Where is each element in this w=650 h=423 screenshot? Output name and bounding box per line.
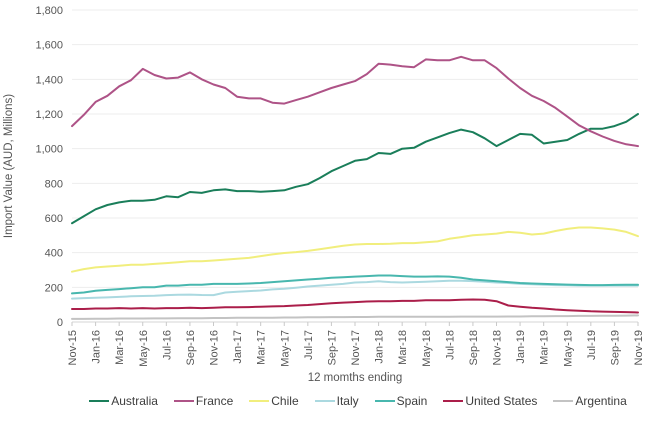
legend-swatch-chile — [249, 400, 270, 402]
y-tick-label: 1,800 — [35, 5, 63, 17]
legend-label: Argentina — [575, 394, 627, 408]
x-tick-label: Jan-16 — [91, 330, 103, 364]
y-tick-label: 800 — [45, 178, 63, 190]
x-tick-label: May-18 — [421, 330, 433, 367]
x-tick-label: Sep-19 — [609, 330, 621, 365]
x-tick-label: Nov-16 — [209, 330, 221, 365]
x-tick-label: Jul-17 — [303, 330, 315, 360]
legend-label: Italy — [336, 394, 359, 408]
x-axis-title: 12 momths ending — [308, 372, 403, 384]
x-tick-label: Jan-18 — [374, 330, 386, 364]
legend-item-australia: Australia — [89, 394, 158, 408]
legend-swatch-italy — [314, 400, 335, 402]
x-tick-label: May-19 — [562, 330, 574, 367]
x-tick-label: Mar-18 — [397, 330, 409, 365]
y-axis-title: Import Value (AUD, Millions) — [3, 94, 15, 238]
legend-label: France — [195, 394, 234, 408]
x-tick-label: Nov-15 — [67, 330, 79, 365]
y-tick-label: 1,400 — [35, 74, 63, 86]
legend-swatch-spain — [374, 400, 395, 402]
y-tick-label: 0 — [57, 317, 63, 329]
x-tick-label: Nov-18 — [492, 330, 504, 365]
x-tick-label: Nov-17 — [350, 330, 362, 365]
legend-swatch-australia — [89, 400, 110, 402]
y-tick-label: 1,200 — [35, 109, 63, 121]
import-value-line-chart: Import Value (AUD, Millions) 12 momths e… — [3, 5, 645, 384]
x-tick-label: Jul-16 — [161, 330, 173, 360]
x-tick-label: Jan-17 — [232, 330, 244, 364]
legend-label: Spain — [396, 394, 428, 408]
series-line-chile — [71, 226, 639, 273]
series-line-australia — [71, 113, 639, 225]
y-tick-label: 200 — [45, 282, 63, 294]
x-tick-label: Sep-18 — [468, 330, 480, 365]
chart-legend: Australia France Chile Italy Spain United Sta… — [0, 394, 650, 408]
y-tick-label: 1,000 — [35, 144, 63, 156]
x-tick-label: Mar-16 — [114, 330, 126, 365]
series-line-spain — [71, 274, 639, 295]
legend-item-spain: Spain — [374, 394, 428, 408]
y-tick-label: 600 — [45, 213, 63, 225]
legend-swatch-united-states — [443, 400, 464, 402]
series-line-argentina — [71, 314, 639, 320]
x-tick-label: Jul-18 — [444, 330, 456, 360]
x-tick-label: Jan-19 — [515, 330, 527, 364]
legend-item-chile: Chile — [249, 394, 299, 408]
x-tick-label: Jul-19 — [586, 330, 598, 360]
x-tick-label: Nov-19 — [633, 330, 645, 365]
legend-label: Chile — [271, 394, 299, 408]
legend-swatch-argentina — [553, 400, 574, 402]
x-tick-label: Mar-19 — [539, 330, 551, 365]
legend-label: Australia — [111, 394, 158, 408]
legend-item-france: France — [173, 394, 234, 408]
legend-item-united-states: United States — [443, 394, 537, 408]
y-tick-label: 1,600 — [35, 40, 63, 52]
x-tick-label: Sep-16 — [185, 330, 197, 365]
legend-label: United States — [465, 394, 538, 408]
legend-swatch-france — [173, 400, 194, 402]
x-tick-label: Mar-17 — [256, 330, 268, 365]
y-tick-label: 400 — [45, 248, 63, 260]
series-line-united-states — [71, 298, 639, 314]
series-line-france — [71, 55, 639, 148]
x-tick-label: May-17 — [279, 330, 291, 367]
legend-item-argentina: Argentina — [553, 394, 627, 408]
x-tick-label: Sep-17 — [326, 330, 338, 365]
x-tick-label: May-16 — [138, 330, 150, 367]
legend-item-italy: Italy — [314, 394, 359, 408]
